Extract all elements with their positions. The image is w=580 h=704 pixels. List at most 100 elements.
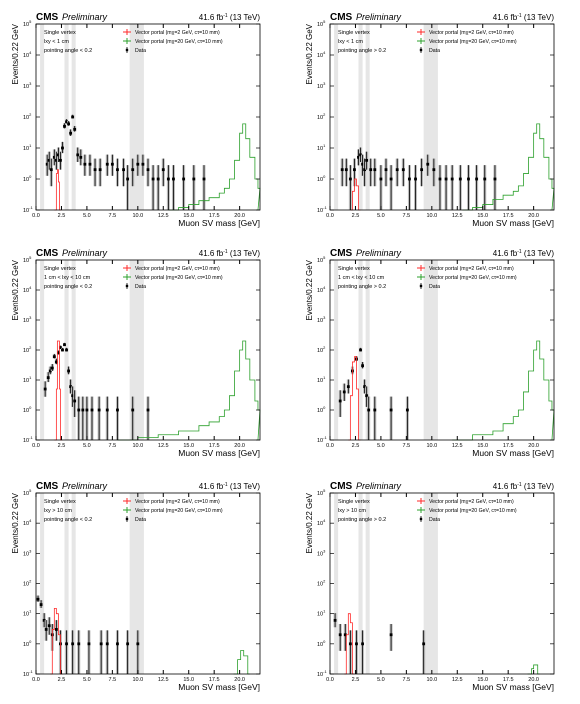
data-point <box>105 162 109 166</box>
y-tick-label: 103 <box>23 315 32 324</box>
data-point <box>493 177 497 181</box>
signal2-histogram <box>233 650 250 675</box>
legend-data: Data <box>429 48 440 54</box>
y-tick-label: 104 <box>23 518 32 527</box>
x-tick-label: 17.5 <box>209 213 220 219</box>
veto-band <box>129 260 144 440</box>
x-tick-label: 7.5 <box>109 213 117 219</box>
data-point <box>67 369 70 373</box>
data-point <box>61 146 64 150</box>
y-tick-label: 10-1 <box>317 669 327 678</box>
x-tick-label: 0.0 <box>326 677 334 683</box>
data-point <box>444 177 448 181</box>
y-tick-label: 10-1 <box>23 205 33 214</box>
x-tick-label: 7.5 <box>403 677 411 683</box>
data-point <box>483 177 487 181</box>
x-tick-label: 2.5 <box>58 443 66 449</box>
y-tick-label: 105 <box>317 255 326 264</box>
data-point <box>136 162 140 166</box>
x-tick-label: 2.5 <box>352 443 360 449</box>
data-point <box>77 642 81 646</box>
data-point <box>458 177 462 181</box>
x-tick-label: 0.0 <box>326 443 334 449</box>
data-point <box>69 385 73 389</box>
veto-band <box>423 260 438 440</box>
data-point <box>65 642 68 646</box>
data-point <box>88 162 92 166</box>
x-tick-label: 5.0 <box>83 443 91 449</box>
x-axis-label: Muon SV mass [GeV] <box>178 682 260 692</box>
y-axis-label: Events/0.22 GeV <box>305 492 314 553</box>
y-tick-label: 100 <box>23 405 32 414</box>
data-point <box>146 168 150 172</box>
data-point <box>63 343 66 347</box>
data-point <box>420 168 424 172</box>
preliminary-label: Preliminary <box>62 248 108 258</box>
data-point <box>414 177 417 181</box>
x-tick-label: 20.0 <box>234 213 245 219</box>
data-point <box>373 408 377 412</box>
x-tick-label: 2.5 <box>58 677 66 683</box>
legend-marker <box>125 517 129 521</box>
data-point <box>83 162 87 166</box>
y-tick-label: 103 <box>317 315 326 324</box>
x-tick-label: 7.5 <box>109 677 117 683</box>
data-point <box>43 387 47 391</box>
data-point <box>73 127 77 131</box>
x-tick-label: 20.0 <box>528 677 539 683</box>
data-point <box>365 158 369 162</box>
signal2-histogram <box>452 340 555 441</box>
data-point <box>363 385 367 389</box>
y-tick-label: 104 <box>317 285 326 294</box>
data-point <box>105 408 109 412</box>
x-tick-label: 15.0 <box>183 443 194 449</box>
luminosity-label: 41.6 fb-1 (13 TeV) <box>493 13 555 22</box>
data-point <box>467 177 470 181</box>
category-label: pointing angle < 0.2 <box>44 517 92 523</box>
signal1-histogram <box>54 169 62 211</box>
cms-label: CMS <box>330 12 353 23</box>
y-tick-label: 102 <box>23 579 32 588</box>
x-tick-label: 20.0 <box>234 443 245 449</box>
chart-panel-3: 0.0 2.5 5.0 7.5 10.0 12.5 15.0 17.5 20.0 10-1 100 1… <box>11 248 261 458</box>
y-tick-label: 100 <box>317 405 326 414</box>
legend-signal2: Vector portal (mχ=20 GeV, cτ=10 mm) <box>429 39 517 45</box>
x-tick-label: 7.5 <box>109 443 117 449</box>
legend-data: Data <box>429 517 440 523</box>
x-tick-label: 5.0 <box>377 677 385 683</box>
y-tick-label: 104 <box>23 285 32 294</box>
data-point <box>42 618 46 622</box>
x-tick-label: 20.0 <box>528 213 539 219</box>
chart-panel-1: 0.0 2.5 5.0 7.5 10.0 12.5 15.0 17.5 20.0 10-1 100 1… <box>11 12 261 228</box>
veto-band <box>423 493 438 674</box>
data-point <box>122 168 125 172</box>
luminosity-label: 41.6 fb-1 (13 TeV) <box>493 249 555 258</box>
category-label: 1 cm < lxy < 10 cm <box>44 275 91 281</box>
data-point <box>116 642 119 646</box>
data-point <box>52 355 56 359</box>
cms-label: CMS <box>330 248 353 259</box>
legend-marker <box>125 48 129 52</box>
legend-signal2: Vector portal (mχ=20 GeV, cτ=10 mm) <box>135 39 223 45</box>
data-point <box>333 618 337 622</box>
data-point <box>54 158 58 162</box>
veto-band <box>40 24 45 210</box>
x-tick-label: 17.5 <box>503 213 514 219</box>
x-tick-label: 10.0 <box>132 213 143 219</box>
data-point <box>348 177 352 181</box>
data-point <box>61 348 64 352</box>
luminosity-label: 41.6 fb-1 (13 TeV) <box>199 13 261 22</box>
x-tick-label: 15.0 <box>477 677 488 683</box>
chart-panel-2: 0.0 2.5 5.0 7.5 10.0 12.5 15.0 17.5 20.0 10-1 100 1… <box>305 12 555 228</box>
data-point <box>85 408 89 412</box>
chart-panel-5: 0.0 2.5 5.0 7.5 10.0 12.5 15.0 17.5 20.0 10-1 100 1… <box>11 481 261 692</box>
category-label: Single vertex <box>44 30 76 36</box>
category-label: Single vertex <box>44 266 76 272</box>
legend-signal2: Vector portal (mχ=20 GeV, cτ=10 mm) <box>135 508 223 514</box>
data-point <box>422 642 426 646</box>
x-tick-label: 2.5 <box>58 213 66 219</box>
veto-band <box>365 493 370 674</box>
x-tick-label: 17.5 <box>503 677 514 683</box>
data-point <box>384 168 388 172</box>
data-point <box>44 628 48 631</box>
